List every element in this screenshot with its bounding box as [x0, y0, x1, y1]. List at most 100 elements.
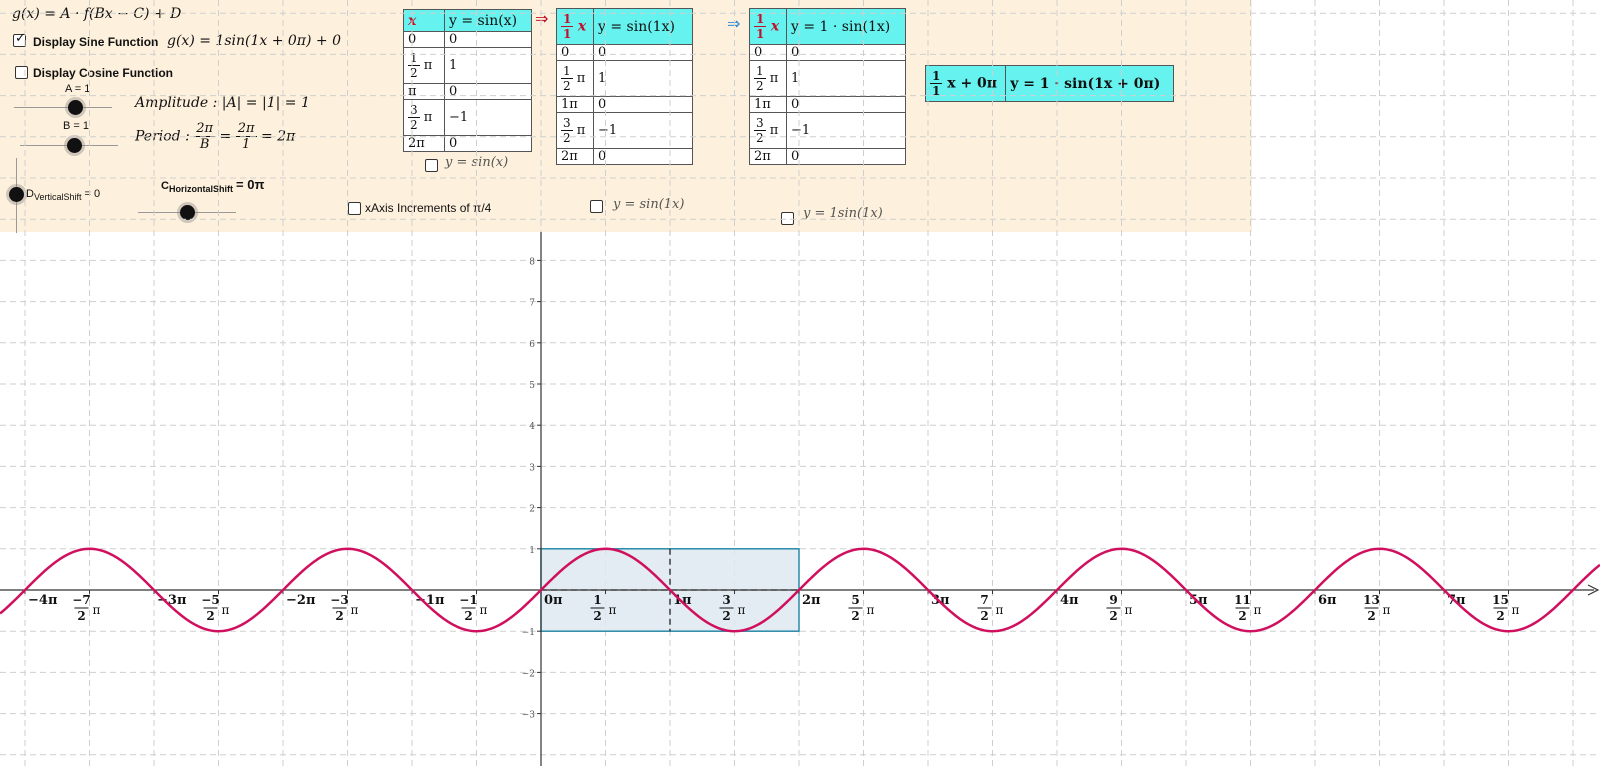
table2-checkbox[interactable]	[590, 200, 603, 213]
sine-formula: g(x) = 1sin(1x + 0π) + 0	[167, 33, 342, 49]
x-tick-pi: π	[222, 603, 230, 617]
x-tick-numerator: −5	[201, 593, 219, 607]
slider-d-letter: D	[26, 188, 34, 200]
y-tick-label: 4	[529, 422, 535, 432]
x-tick-denominator: 2	[1367, 609, 1375, 623]
slider-a-knob[interactable]	[68, 100, 83, 115]
x-tick-label: −4π	[28, 593, 58, 608]
x-tick-denominator: 2	[77, 609, 85, 623]
table3-y-1: 1	[786, 60, 906, 97]
table1-x-3-den: 2	[410, 118, 418, 132]
y-tick-label: −2	[522, 669, 535, 679]
slider-a-track[interactable]	[14, 107, 112, 108]
table3-x-3-den: 2	[756, 131, 764, 145]
table2-checkbox-label: y = sin(1x)	[613, 197, 685, 212]
amplitude-text: Amplitude : |A| = |1| = 1	[135, 95, 310, 111]
x-tick-numerator: 1	[593, 593, 601, 607]
xaxis-increments-checkbox[interactable]	[348, 202, 361, 215]
table3-header-num: 1	[754, 12, 767, 27]
table1-y-4: 0	[444, 135, 532, 152]
y-tick-label: 2	[529, 505, 535, 515]
x-tick-numerator: −3	[330, 593, 348, 607]
slider-b-knob[interactable]	[67, 138, 82, 153]
y-tick-label: 5	[529, 381, 535, 391]
slider-c-knob[interactable]	[180, 205, 195, 220]
table2-x-2: 1π	[556, 96, 594, 113]
x-tick-label: −2π	[286, 593, 316, 608]
table2-x-1-den: 2	[563, 79, 571, 93]
table1-x-3-num: 3	[408, 103, 420, 118]
y-tick-label: 3	[529, 463, 535, 473]
arrow-right-icon: ⇒	[535, 9, 549, 28]
x-tick-numerator: 3	[722, 593, 730, 607]
x-tick-numerator: 13	[1363, 593, 1380, 607]
axes	[0, 232, 1600, 766]
table2-x-3-num: 3	[561, 116, 573, 131]
y-tick-label: 7	[529, 299, 535, 309]
table2-x-3-den: 2	[563, 131, 571, 145]
x-tick-label: −3π	[157, 593, 187, 608]
table2-header-var: x	[577, 18, 587, 35]
table1-x-3-pi: π	[423, 110, 433, 125]
y-axis-labels: 8 7 6 5 4 3 2 1 −1 −2 −3	[522, 257, 541, 721]
table2-x-1-pi: π	[576, 71, 586, 86]
table2-y-3: −1	[593, 112, 693, 149]
x-tick-numerator: −1	[459, 593, 477, 607]
period-num-2: 2π	[235, 121, 257, 137]
y-tick-label: −1	[522, 628, 535, 638]
table3-x-1-num: 1	[754, 64, 766, 79]
x-tick-numerator: 15	[1492, 593, 1509, 607]
x-tick-pi: π	[738, 603, 746, 617]
slider-d-label: DVerticalShift = 0	[26, 188, 100, 202]
slider-a-label: A = 1	[65, 83, 91, 95]
table2-header-num: 1	[561, 12, 574, 27]
table3-y-3: −1	[786, 112, 906, 149]
xaxis-increments-label: xAxis Increments of π/4	[365, 201, 492, 215]
period-den-2: 1	[242, 137, 251, 152]
x-tick-label: 6π	[1318, 593, 1337, 608]
table1-y-1: 1	[444, 47, 532, 84]
table3-x-1-den: 2	[756, 79, 764, 93]
table3-header-y: y = 1 · sin(1x)	[786, 8, 906, 45]
general-formula: g(x) = A · f(Bx − C) + D	[12, 6, 182, 22]
slider-c-sub: HorizontalShift	[168, 184, 233, 195]
table4-num: 1	[930, 69, 943, 84]
table3-x-4: 2π	[749, 148, 787, 165]
slider-d-knob[interactable]	[9, 187, 24, 202]
y-tick-label: 6	[529, 340, 535, 350]
table3-checkbox[interactable]	[781, 212, 794, 225]
table1-checkbox[interactable]	[425, 159, 438, 172]
x-tick-label: −1π	[415, 593, 445, 608]
slider-c-letter: C	[161, 180, 169, 192]
x-tick-pi: π	[867, 603, 875, 617]
x-tick-pi: π	[996, 603, 1004, 617]
table1-x-1-pi: π	[423, 58, 433, 73]
table1-header-y: y = sin(x)	[444, 9, 532, 32]
x-tick-pi: π	[351, 603, 359, 617]
table4-x-text: x + 0π	[947, 75, 998, 92]
x-tick-denominator: 2	[206, 609, 214, 623]
table4-den: 1	[932, 84, 941, 98]
x-tick-numerator: −7	[72, 593, 90, 607]
period-den-1: B	[199, 137, 210, 152]
x-tick-numerator: 5	[851, 593, 859, 607]
y-tick-label: 1	[529, 546, 535, 556]
table1-x-1-den: 2	[410, 66, 418, 80]
x-tick-denominator: 2	[593, 609, 601, 623]
x-axis-arrow-icon	[1587, 584, 1600, 596]
